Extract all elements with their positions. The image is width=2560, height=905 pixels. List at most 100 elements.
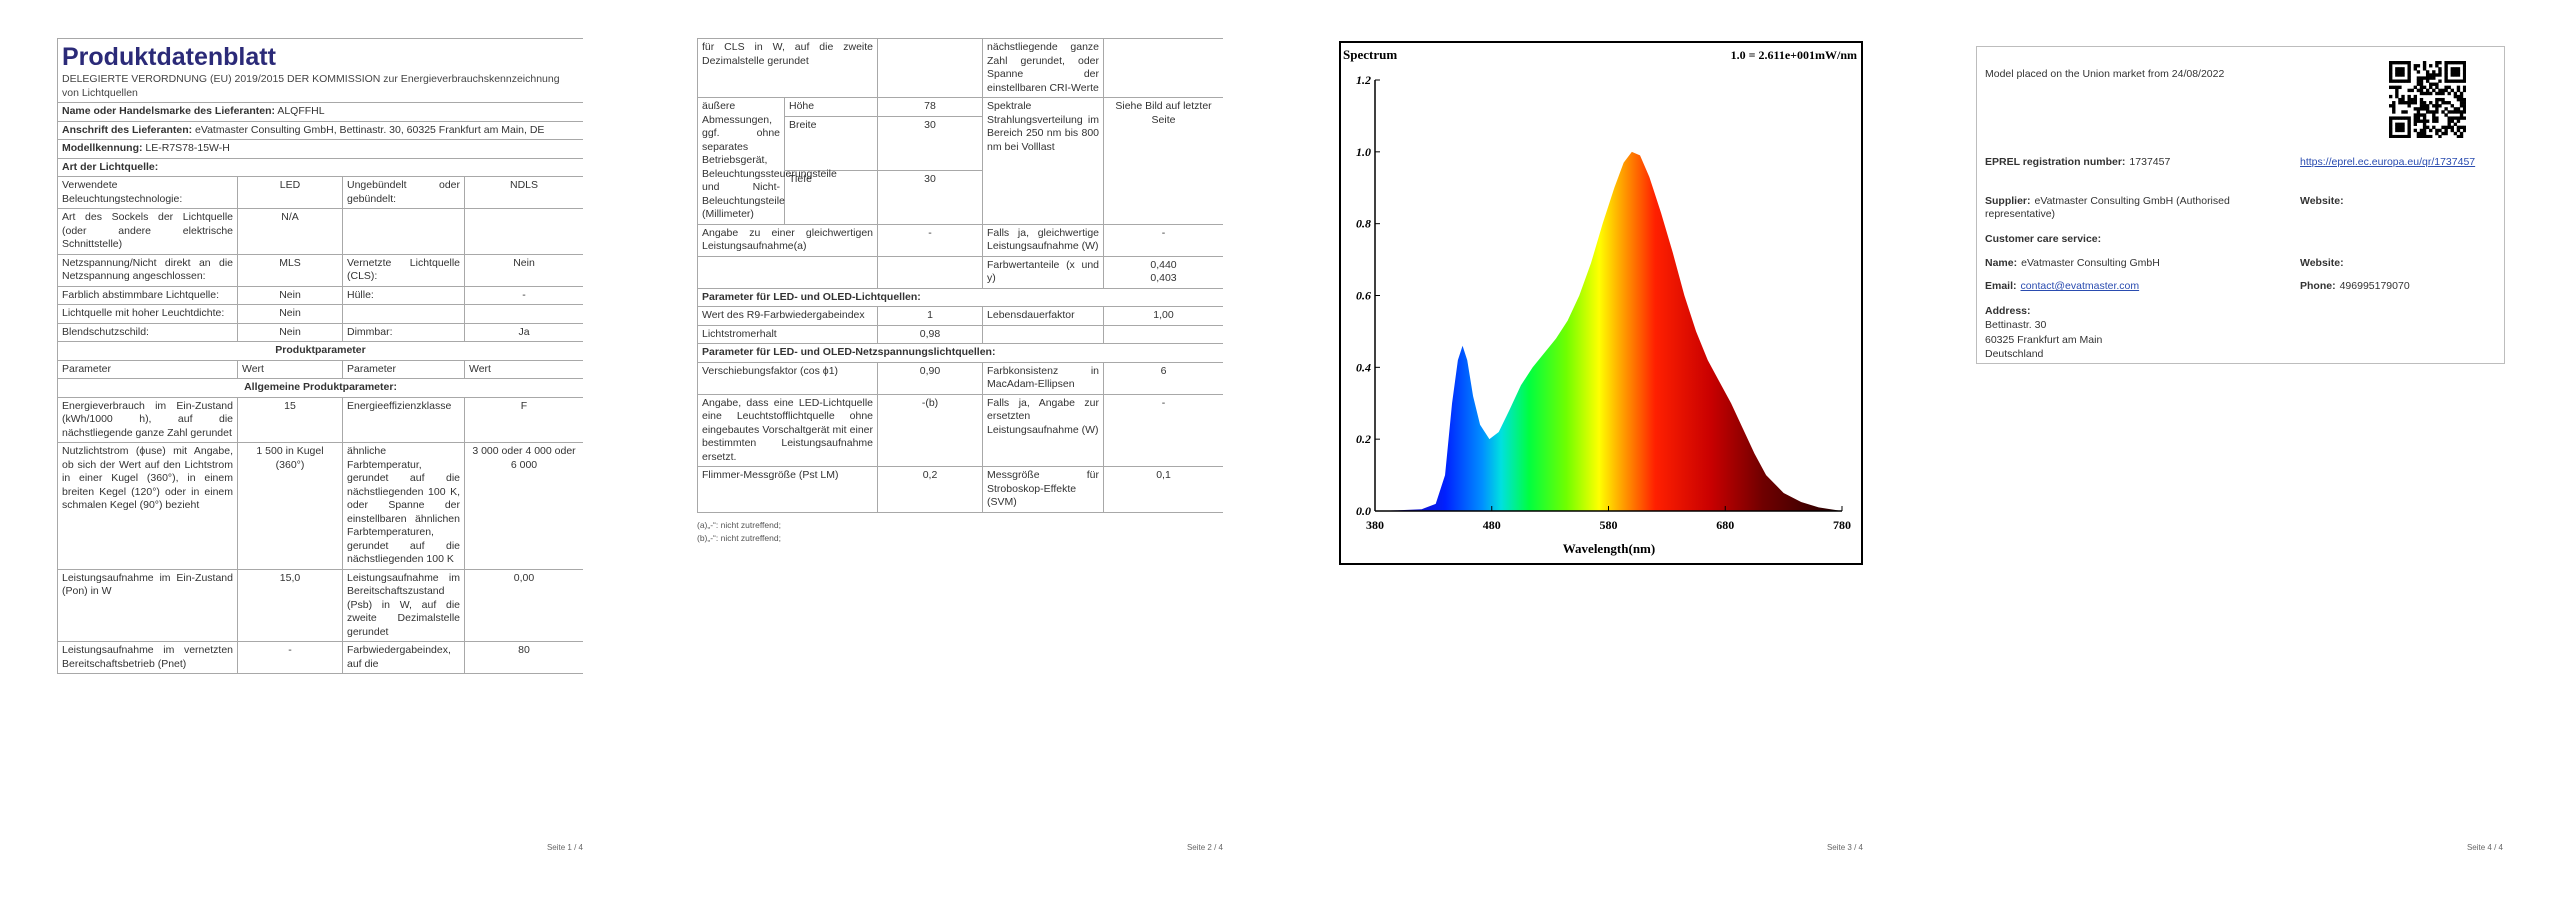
- qr-module: [2404, 101, 2408, 105]
- info-value: Deutschland: [1985, 348, 2044, 360]
- qr-module: [2410, 88, 2414, 93]
- qr-module: [2453, 79, 2458, 83]
- table-cell: Falls ja, Angabe zur ersetzten Leistungs…: [982, 393, 1105, 467]
- qr-module: [2432, 113, 2436, 117]
- qr-module: [2404, 61, 2408, 65]
- qr-module: [2419, 79, 2424, 83]
- table-cell: Wert des R9-Farbwiedergabeindex: [697, 306, 879, 326]
- qr-module: [2432, 104, 2436, 108]
- info-link[interactable]: contact@evatmaster.com: [2020, 280, 2140, 292]
- qr-module: [2404, 79, 2408, 83]
- qr-module: [2459, 97, 2464, 102]
- table-cell: Leistungsaufnahme im Bereitschaftszustan…: [342, 568, 465, 642]
- page: Produktdatenblatt DELEGIERTE VERORDNUNG (…: [0, 0, 640, 905]
- info-label: EPREL registration number:: [1985, 156, 2126, 168]
- qr-module: [2419, 76, 2424, 80]
- info-label: Supplier:: [1985, 195, 2031, 207]
- table-cell: Lebensdauerfaktor: [982, 306, 1105, 326]
- table-cell: Nein: [237, 304, 343, 324]
- table-row: Nutzlichtstrom (ϕuse) mit Angabe, ob sic…: [57, 442, 583, 570]
- qr-module: [2441, 91, 2445, 96]
- info-line: Supplier: eVatmaster Consulting GmbH (Aut…: [1985, 195, 2290, 221]
- qr-module: [2432, 119, 2436, 123]
- qr-module: [2441, 125, 2445, 130]
- qr-module: [2459, 116, 2464, 120]
- table-row: Netzspannung/Nicht direkt an die Netzspa…: [57, 253, 583, 287]
- qr-module: [2413, 94, 2418, 99]
- table-cell: Höhe: [783, 97, 879, 117]
- qr-module: [2462, 110, 2466, 114]
- qr-module: [2447, 125, 2451, 130]
- qr-module: [2416, 110, 2421, 114]
- qr-module: [2435, 64, 2439, 68]
- qr-module: [2459, 134, 2464, 138]
- table-cell: -: [1103, 223, 1223, 257]
- qr-module: [2435, 91, 2439, 96]
- qr-module: [2395, 88, 2399, 93]
- qr-module: [2438, 73, 2442, 77]
- table-row: Verschiebungsfaktor (cos ϕ1) 0,90 Farbkons…: [697, 361, 1223, 395]
- qr-module: [2444, 64, 2448, 68]
- info-link[interactable]: https://eprel.ec.europa.eu/qr/1737457: [2300, 156, 2476, 168]
- qr-module: [2450, 73, 2454, 77]
- qr-module: [2459, 79, 2464, 83]
- qr-module: [2456, 134, 2461, 138]
- qr-module: [2407, 128, 2411, 133]
- table-cell: Allgemeine Produktparameter:: [57, 378, 583, 398]
- qr-module: [2395, 128, 2399, 133]
- table-cell: Falls ja, gleichwertige Leistungsaufnahm…: [982, 223, 1105, 257]
- table-row: Leistungsaufnahme im Ein-Zustand (Pon) i…: [57, 568, 583, 642]
- table-row: Modellkennung: LE-R7S78-15W-H: [57, 139, 583, 159]
- y-tick-label: 0.2: [1356, 432, 1371, 446]
- qr-module: [2456, 73, 2461, 77]
- qr-module: [2422, 116, 2427, 120]
- info-line: Phone: 496995179070: [2300, 280, 2495, 293]
- qr-module: [2413, 85, 2418, 90]
- info-value: Model placed on the Union market from 24…: [1985, 68, 2225, 80]
- table-cell: LED: [237, 176, 343, 209]
- qr-module: [2392, 104, 2396, 108]
- qr-module: [2407, 131, 2411, 136]
- qr-module: [2456, 94, 2461, 99]
- qr-module: [2450, 67, 2454, 71]
- qr-module: [2456, 116, 2461, 120]
- qr-module: [2398, 61, 2402, 65]
- table-cell: F: [463, 396, 583, 443]
- qr-module: [2453, 107, 2458, 111]
- table-row: Leistungsaufnahme im vernetzten Bereitsc…: [57, 641, 583, 674]
- qr-module: [2401, 134, 2405, 138]
- qr-module: [2413, 122, 2418, 126]
- spectrum-chart: Spectrum 1.0 = 2.611e+001mW/nm Wavelengt…: [1339, 41, 1863, 565]
- qr-module: [2462, 79, 2466, 83]
- qr-module: [2416, 113, 2421, 117]
- qr-module: [2407, 76, 2411, 80]
- qr-module: [2407, 67, 2411, 71]
- qr-module: [2453, 131, 2458, 136]
- qr-module: [2450, 70, 2454, 74]
- table-row: äußere Abmessungen, ggf. ohne separates …: [697, 97, 1223, 225]
- table-cell: Farbwiedergabeindex, auf die: [342, 641, 465, 674]
- x-axis-label: Wavelength(nm): [1563, 541, 1655, 556]
- qr-module: [2459, 113, 2464, 117]
- qr-module: [2419, 101, 2424, 105]
- table-row: Allgemeine Produktparameter:: [57, 378, 583, 398]
- qr-module: [2444, 85, 2448, 90]
- info-value: eVatmaster Consulting GmbH: [2021, 257, 2160, 269]
- info-line: Customer care service:: [1985, 233, 2285, 246]
- field-value: LE-R7S78-15W-H: [145, 142, 230, 154]
- y-tick-label: 0.4: [1356, 360, 1371, 374]
- x-tick-label: 680: [1716, 518, 1734, 532]
- info-value: 496995179070: [2339, 280, 2410, 292]
- table-cell: Produktparameter: [57, 341, 583, 361]
- qr-module: [2438, 61, 2442, 65]
- page-content: für CLS in W, auf die zweite Dezimalstel…: [697, 38, 1223, 833]
- info-line: https://eprel.ec.europa.eu/qr/1737457: [2300, 156, 2495, 169]
- table-cell: äußere Abmessungen, ggf. ohne separates …: [697, 97, 837, 225]
- qr-module: [2450, 110, 2454, 114]
- qr-module: [2404, 134, 2408, 138]
- qr-module: [2413, 64, 2418, 68]
- qr-module: [2456, 128, 2461, 133]
- qr-module: [2389, 61, 2393, 65]
- qr-module: [2389, 67, 2393, 71]
- table-cell: -: [877, 223, 984, 257]
